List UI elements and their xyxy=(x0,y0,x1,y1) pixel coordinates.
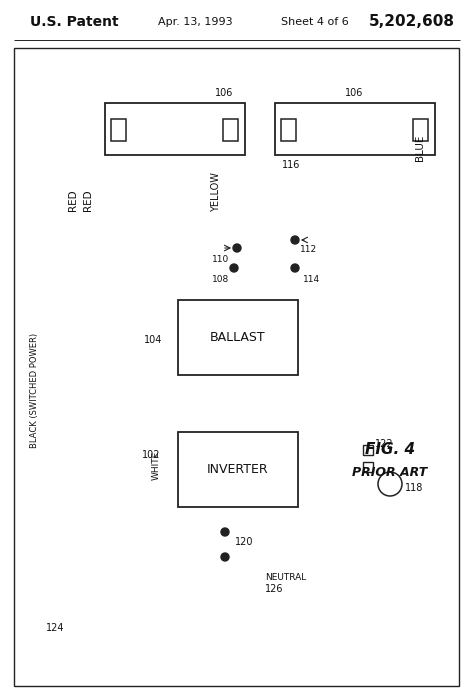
Text: 110: 110 xyxy=(212,255,229,264)
Circle shape xyxy=(291,264,299,272)
Text: 106: 106 xyxy=(215,88,233,98)
Text: BLUE: BLUE xyxy=(415,135,425,161)
Circle shape xyxy=(230,264,238,272)
Bar xyxy=(178,300,298,375)
Text: 126: 126 xyxy=(265,584,283,594)
Text: BLACK (SWITCHED POWER): BLACK (SWITCHED POWER) xyxy=(30,333,39,448)
Text: 106: 106 xyxy=(345,88,364,98)
Bar xyxy=(275,103,435,155)
Text: FIG. 4: FIG. 4 xyxy=(365,443,415,457)
Text: 122: 122 xyxy=(375,439,393,449)
Bar xyxy=(363,445,373,455)
Bar xyxy=(111,119,126,141)
Text: WHITE: WHITE xyxy=(152,450,161,480)
Bar xyxy=(281,119,296,141)
Circle shape xyxy=(221,528,229,536)
Text: 112: 112 xyxy=(300,246,317,255)
Text: 116: 116 xyxy=(282,160,301,170)
Text: RED: RED xyxy=(83,189,93,211)
Text: RED: RED xyxy=(68,189,78,211)
Bar xyxy=(105,103,245,155)
Text: Sheet 4 of 6: Sheet 4 of 6 xyxy=(281,17,349,27)
Text: 114: 114 xyxy=(303,276,320,285)
Text: 5,202,608: 5,202,608 xyxy=(369,15,455,29)
Text: NEUTRAL: NEUTRAL xyxy=(265,573,306,581)
Circle shape xyxy=(378,472,402,496)
Text: 102: 102 xyxy=(142,450,160,460)
Text: 104: 104 xyxy=(144,335,162,345)
Text: 124: 124 xyxy=(46,623,64,633)
Text: 118: 118 xyxy=(405,483,423,493)
Bar xyxy=(413,119,428,141)
Text: YELLOW: YELLOW xyxy=(211,172,221,212)
Circle shape xyxy=(291,236,299,244)
Text: BALLAST: BALLAST xyxy=(210,331,266,344)
Bar xyxy=(223,119,238,141)
Text: 108: 108 xyxy=(212,276,229,285)
Circle shape xyxy=(221,553,229,561)
Text: U.S. Patent: U.S. Patent xyxy=(30,15,118,29)
Bar xyxy=(363,462,373,472)
Text: Apr. 13, 1993: Apr. 13, 1993 xyxy=(158,17,232,27)
Circle shape xyxy=(233,244,241,252)
Text: INVERTER: INVERTER xyxy=(207,463,269,476)
Text: PRIOR ART: PRIOR ART xyxy=(352,466,428,479)
Bar xyxy=(178,432,298,507)
Text: 120: 120 xyxy=(235,537,254,547)
